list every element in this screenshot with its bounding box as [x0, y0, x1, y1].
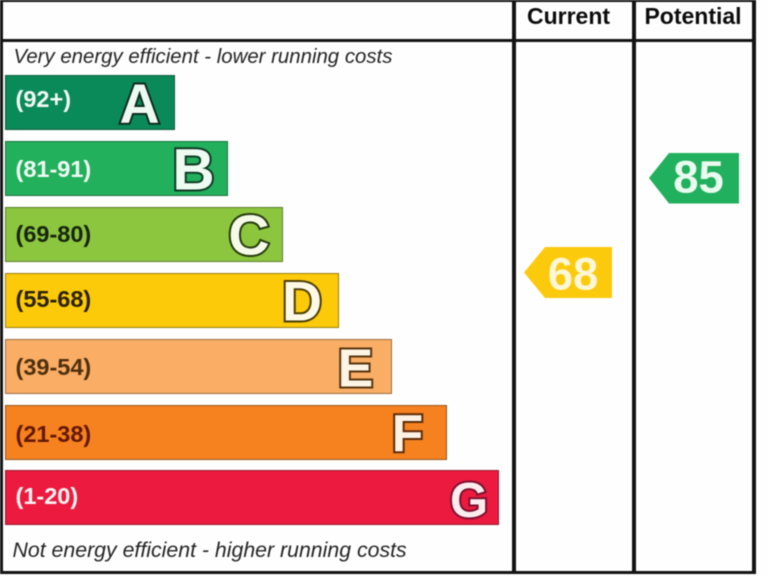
svg-text:C: C	[228, 204, 269, 268]
svg-text:E: E	[338, 339, 374, 398]
svg-text:F: F	[392, 404, 423, 462]
svg-text:A: A	[119, 73, 159, 135]
svg-text:68: 68	[548, 249, 599, 300]
svg-text:85: 85	[673, 152, 724, 203]
svg-text:B: B	[172, 137, 214, 202]
svg-text:D: D	[282, 270, 322, 332]
svg-text:G: G	[450, 474, 488, 528]
